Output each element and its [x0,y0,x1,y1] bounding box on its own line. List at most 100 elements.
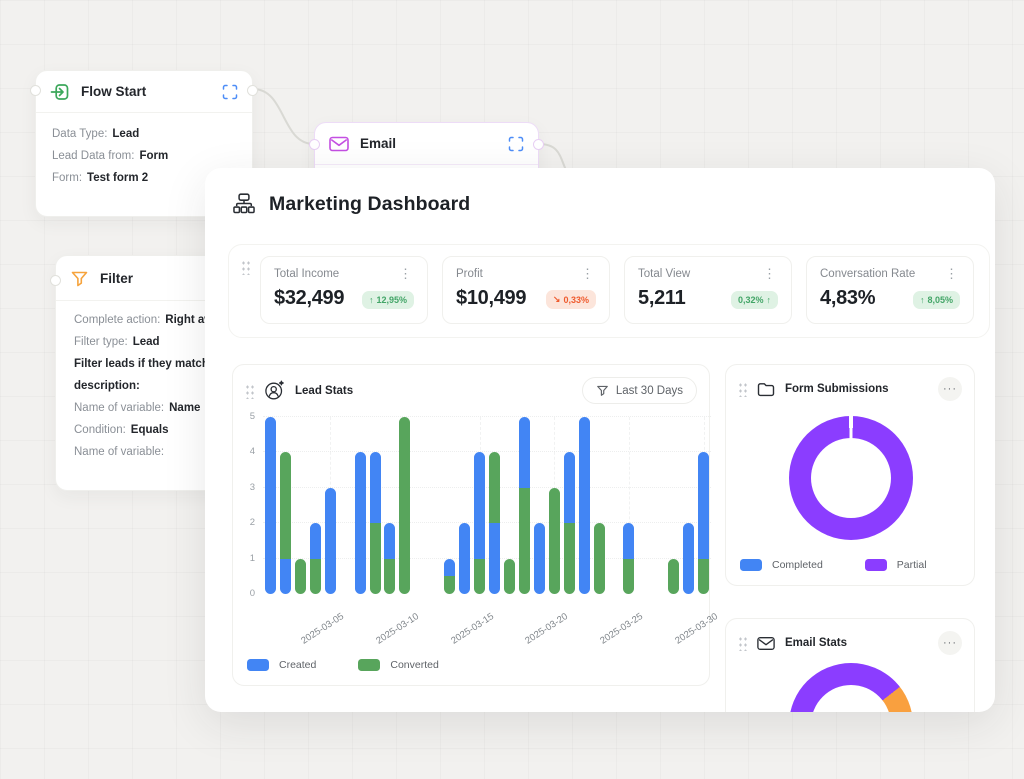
bar-segment [698,452,710,559]
lead-stats-icon [265,380,284,400]
input-port[interactable] [50,275,61,286]
funnel-icon [597,385,608,396]
drag-handle[interactable] [245,382,254,399]
chart-legend: Created Converted [247,659,469,671]
gridline-h [263,486,711,488]
stat-card-0[interactable]: Total Income ⋮ $32,499 ↑ 12,95% [260,256,428,324]
bar-segment [593,523,605,594]
stat-label: Total Income [274,268,340,280]
trend-badge: ↑ 8,05% [912,291,960,309]
field-row: description: [74,375,276,397]
drag-handle[interactable] [241,259,250,275]
stat-label: Profit [456,268,483,280]
date-range-label: Last 30 Days [615,384,683,397]
stat-card-top: Total View ⋮ [638,266,778,281]
trend-arrow-icon: ↘ [552,294,561,304]
bar-segment [444,576,456,594]
stat-card-3[interactable]: Conversation Rate ⋮ 4,83% ↑ 8,05% [806,256,974,324]
bar-segment [683,523,695,594]
field-label: Form: [52,172,83,184]
bar-segment [459,523,471,594]
node-title: Email [360,136,397,151]
bar-segment [698,558,710,594]
bar-segment [324,487,336,594]
field-row: Lead Data from: Form [52,145,236,167]
chart-bar-day-3 [309,523,321,594]
bar-segment [623,558,635,594]
kebab-menu-icon[interactable]: ⋮ [763,266,776,281]
kebab-menu-icon[interactable]: ⋮ [399,266,412,281]
flow-start-node[interactable]: Flow Start Data Type: Lead Lead Data from:… [30,70,258,217]
trend-value: 8,05% [927,295,953,305]
field-row: Name of variable: [74,441,276,463]
kebab-menu-icon[interactable]: ⋮ [945,266,958,281]
stat-card-top: Profit ⋮ [456,266,596,281]
form-submissions-panel: Form Submissions ··· Completed Partial [725,364,975,586]
email-stats-header: Email Stats ··· [726,619,974,655]
page-title: Marketing Dashboard [269,192,471,215]
date-range-filter-button[interactable]: Last 30 Days [581,377,697,404]
more-options-button[interactable]: ··· [938,631,962,655]
field-value: Test form 2 [87,172,149,184]
expand-icon[interactable] [508,136,524,152]
chart-bar-day-8 [384,523,396,594]
stat-card-2[interactable]: Total View ⋮ 5,211 0,32% ↑ [624,256,792,324]
bar-segment [474,558,486,594]
drag-handle[interactable] [738,635,747,651]
stat-value: 5,211 [638,287,686,309]
output-port[interactable] [533,139,544,150]
stat-value: $32,499 [274,287,345,309]
legend-swatch [864,559,887,571]
stat-cards: Total Income ⋮ $32,499 ↑ 12,95% Profit ⋮ $10,49… [260,256,974,324]
output-port[interactable] [247,85,258,96]
more-options-button[interactable]: ··· [938,377,962,401]
trend-arrow-icon: ↑ [919,295,925,305]
stat-card-1[interactable]: Profit ⋮ $10,499 ↘ 0,33% [442,256,610,324]
legend-item: Completed [740,559,823,571]
chart-bar-day-16 [503,558,515,594]
chart-bar-day-20 [563,452,575,594]
expand-icon[interactable] [222,84,238,100]
field-value: Equals [130,424,169,436]
chart-bar-day-0 [264,417,276,594]
input-port[interactable] [309,139,320,150]
envelope-icon [757,636,775,650]
y-axis-label: 0 [249,588,255,599]
field-label: Condition: [74,424,126,436]
trend-badge: 0,32% ↑ [730,291,778,309]
bar-segment [264,417,276,594]
gridline-h [263,451,711,453]
stat-card-value-row: 4,83% ↑ 8,05% [820,287,960,310]
bar-segment [623,523,635,559]
bar-segment [369,523,381,594]
dashboard-header: Marketing Dashboard [205,168,995,234]
y-axis-label: 2 [249,517,255,529]
stat-label: Total View [638,268,691,280]
chart-bar-day-28 [683,523,695,594]
field-label: Filter type: [74,336,128,348]
email-stats-panel: Email Stats ··· [725,618,975,712]
bar-segment [518,487,530,594]
chart-bar-day-9 [399,417,411,594]
legend-label: Partial [896,559,927,571]
x-axis-label: 2025-03-25 [598,611,645,647]
flow-start-header: Flow Start [36,71,252,113]
input-port[interactable] [30,85,41,96]
bar-chart [263,416,711,594]
chart-bar-day-14 [474,452,486,594]
trend-badge: ↑ 12,95% [361,291,414,309]
sitemap-icon [233,193,255,214]
bar-segment [309,558,321,594]
stat-card-value-row: 5,211 0,32% ↑ [638,287,778,310]
form-submissions-donut-chart [789,416,913,540]
kebab-menu-icon[interactable]: ⋮ [581,266,594,281]
drag-handle[interactable] [738,381,747,397]
trend-badge: ↘ 0,33% [545,290,596,309]
bar-segment [578,417,590,594]
chart-bar-day-2 [294,558,306,594]
trend-arrow-icon: ↑ [368,295,374,305]
field-row: Form: Test form 2 [52,167,236,189]
chart-bar-day-24 [623,523,635,594]
stat-card-value-row: $32,499 ↑ 12,95% [274,287,414,310]
